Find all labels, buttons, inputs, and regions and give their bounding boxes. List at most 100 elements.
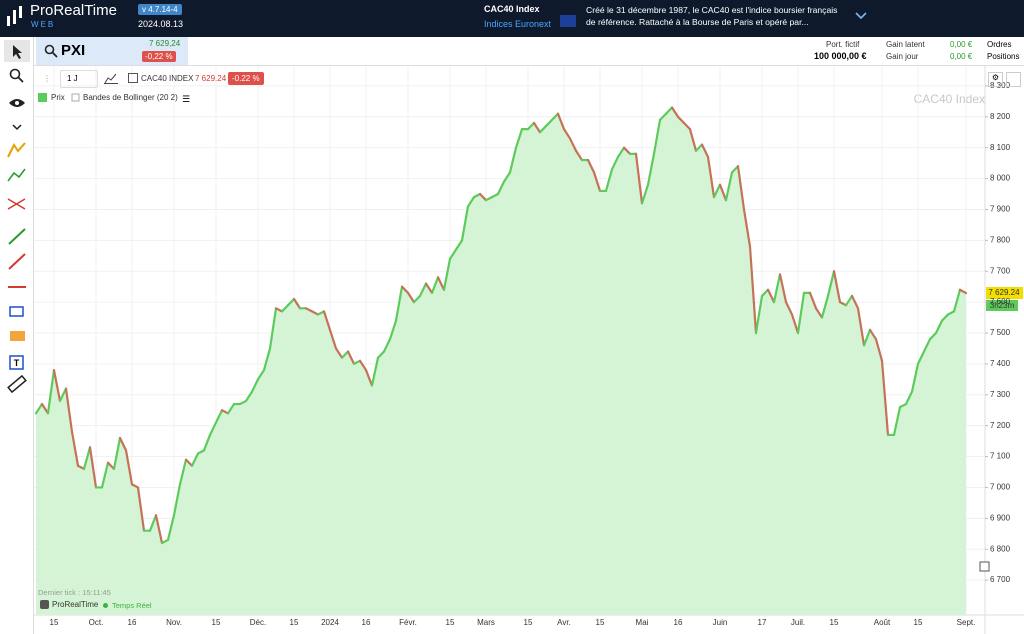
price-segment [682,121,692,131]
y-tick-label: 8 000 [990,174,1011,183]
price-segment [370,356,380,387]
price-segment [658,112,668,121]
price-segment [424,282,434,294]
price-segment [514,128,524,149]
watermark: CAC40 Index [914,92,985,106]
eye-pupil [15,101,19,105]
market: Indices Euronext [484,19,552,29]
footer-brand: ProRealTime [52,600,99,609]
price-segment [490,192,500,199]
y-tick-label: 6 900 [990,513,1011,522]
tool-ruler[interactable] [7,374,27,394]
price-segment [688,128,698,152]
price-segment [574,149,584,162]
x-tick-label: Oct. [89,618,104,627]
price-segment [676,115,686,125]
price-segment [112,436,122,471]
price-segment [172,483,182,517]
price-segment [526,121,536,131]
y-tick-label: 7 200 [990,421,1011,430]
expand[interactable] [855,11,867,21]
window-button[interactable] [1006,72,1021,87]
legend-menu[interactable]: ☰ [182,94,191,104]
price-segment [508,146,518,174]
price-segment [880,359,890,437]
price-segment [928,331,938,341]
positions[interactable]: Positions [987,52,1020,61]
settings-button[interactable]: ⚙ [988,72,1003,87]
logo [7,6,22,26]
tool-text[interactable] [9,355,24,370]
price-segment [634,152,644,205]
y-tick-label: 8 200 [990,112,1011,121]
x-tick-label: 15 [446,618,455,627]
price-segment [448,248,458,260]
price-segment [478,192,488,202]
brand-sub: WEB [31,20,56,29]
price-segment [664,106,674,115]
date: 2024.08.13 [138,19,184,29]
x-tick-label: Févr. [399,618,417,627]
price-segment [838,301,848,307]
x-tick-label: Sept. [957,618,976,627]
y-tick-label: 7 600 [990,297,1011,306]
price-segment [730,165,740,174]
period-select[interactable] [60,70,98,88]
info-icon[interactable] [979,561,990,572]
info-box[interactable] [128,73,138,83]
chart-type-icon[interactable] [104,73,118,84]
x-tick-label: 2024 [321,618,339,627]
tool-fan[interactable] [7,198,26,210]
price-segment [670,106,680,118]
tool-fibo[interactable] [10,331,25,341]
price-segment [460,205,470,242]
price-segment [940,313,950,322]
tool-rect[interactable] [9,306,24,317]
price-segment [922,338,932,353]
price-segment [328,328,338,350]
x-tick-label: 15 [524,618,533,627]
price-segment [34,402,44,415]
toolbar-instrument: CAC40 INDEX [141,74,194,83]
price-segment [616,146,626,159]
price-segment [394,285,404,322]
tool-channel[interactable] [7,168,26,182]
last-price-label: 7 629.24 [988,288,1020,297]
handle: ⋮ [43,74,51,83]
price-segment [556,112,566,131]
zoom-icon[interactable] [9,68,21,80]
legend-checkbox[interactable] [71,93,80,102]
price-segment [814,307,824,319]
portfolio-label: Port. fictif [826,40,860,49]
tool-line-down[interactable] [8,253,26,270]
price-segment [694,143,704,152]
price-segment [262,347,272,372]
price-segment [484,196,494,202]
price-segment [700,143,710,159]
price-segment [106,461,116,471]
price-segment [796,291,806,335]
price-segment [238,399,248,406]
price-segment [532,121,542,134]
orders[interactable]: Ordres [987,40,1012,49]
x-tick-label: Août [874,618,891,627]
tool-icons: T [4,40,30,394]
x-tick-label: Nov. [166,618,182,627]
price-segment [406,291,416,304]
price-segment [268,307,278,350]
last-tick: Dernier tick : 15:11:45 [38,588,111,597]
price-segment [496,180,506,196]
y-tick-label: 7 700 [990,266,1011,275]
price-segment [742,208,752,248]
gain-latent-value: 0,00 € [950,40,973,49]
price-segment [214,409,224,424]
x-tick-label: Mars [477,618,495,627]
tool-trend[interactable] [7,142,26,158]
price-segment [100,461,110,489]
price-segment [760,288,770,298]
tool-line-up[interactable] [8,228,26,245]
x-tick-label: Mai [636,618,649,627]
collapse-icon[interactable] [12,124,22,131]
cursor-icon [13,45,22,59]
